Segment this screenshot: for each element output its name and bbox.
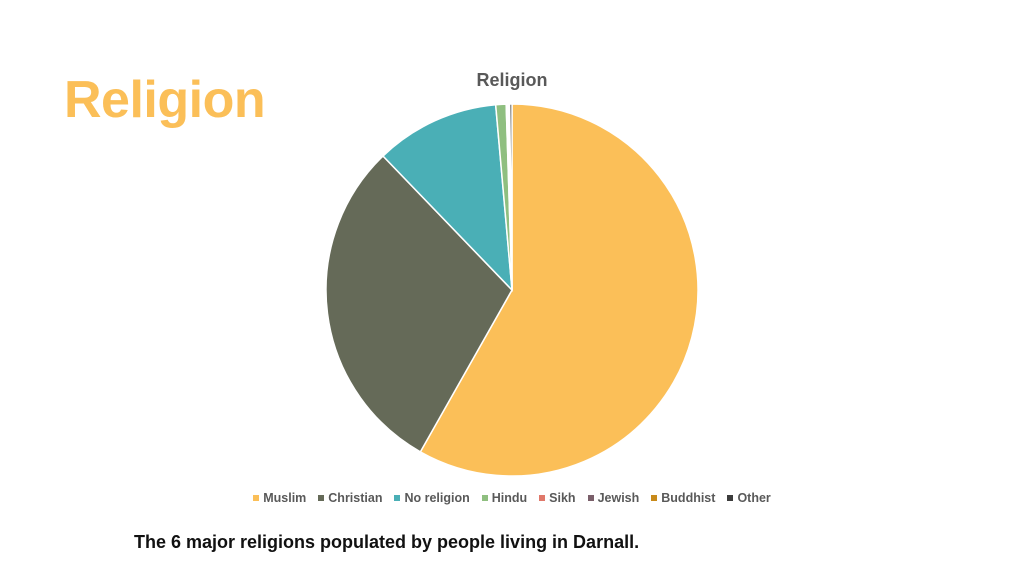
legend-label: Christian xyxy=(328,491,383,505)
legend-swatch xyxy=(394,495,401,501)
slide-title: Religion xyxy=(64,71,266,129)
pie-slice-no-religion xyxy=(381,103,513,293)
legend-swatch xyxy=(727,495,734,501)
chart-legend: Muslim Christian No religion Hindu Sikh Jewis… xyxy=(0,491,1024,505)
legend-item-hindu: Hindu xyxy=(481,491,528,505)
chart-title: Religion xyxy=(476,70,548,90)
legend-swatch xyxy=(651,495,658,501)
pie-slice-christian xyxy=(325,154,513,453)
legend-item-other: Other xyxy=(727,491,771,505)
pie-slice-other xyxy=(508,103,513,291)
legend-label: Sikh xyxy=(549,491,576,505)
legend-item-buddhist: Buddhist xyxy=(651,491,715,505)
legend-item-christian: Christian xyxy=(318,491,382,505)
legend-label: Muslim xyxy=(263,491,307,505)
legend-label: No religion xyxy=(404,491,470,505)
legend-item-no-religion: No religion xyxy=(394,491,470,505)
legend-item-jewish: Jewish xyxy=(587,491,640,505)
slide-caption: The 6 major religions populated by peopl… xyxy=(134,532,640,552)
legend-swatch xyxy=(481,495,488,501)
legend-item-sikh: Sikh xyxy=(539,491,576,505)
legend-label: Other xyxy=(737,491,771,505)
legend-swatch xyxy=(318,495,325,501)
legend-swatch xyxy=(253,495,260,501)
legend-swatch xyxy=(539,495,546,501)
legend-label: Buddhist xyxy=(661,491,716,505)
legend-label: Hindu xyxy=(491,491,528,505)
legend-label: Jewish xyxy=(597,491,640,505)
pie-slice-muslim xyxy=(419,103,699,477)
legend-swatch xyxy=(587,495,594,501)
legend-item-muslim: Muslim xyxy=(253,491,306,505)
